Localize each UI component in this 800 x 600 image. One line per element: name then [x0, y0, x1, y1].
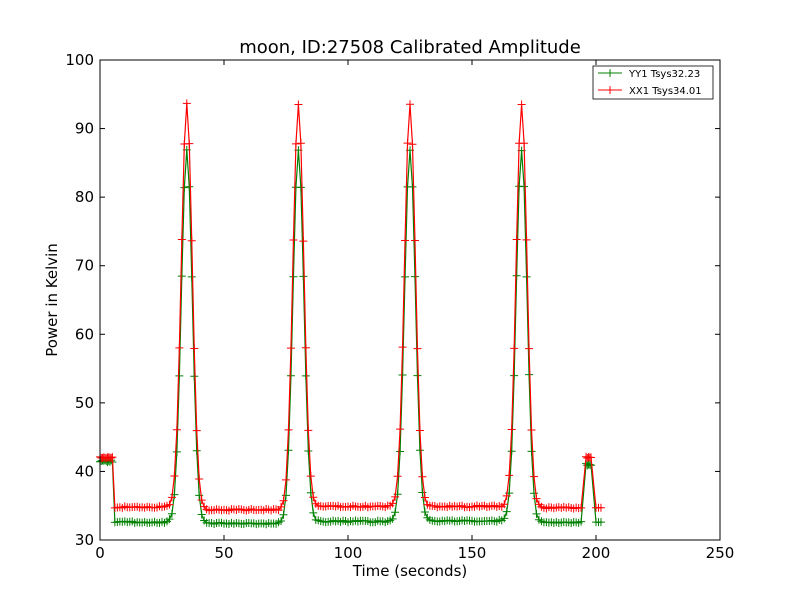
legend-marker-yy1: +: [605, 66, 615, 80]
y-tick-label: 70: [75, 257, 94, 275]
y-axis-label: Power in Kelvin: [43, 243, 61, 357]
legend: + YY1 Tsys32.23 + XX1 Tsys34.01: [593, 66, 713, 99]
legend-marker-xx1: +: [605, 83, 615, 97]
x-axis-label: Time (seconds): [352, 562, 468, 580]
y-tick-label: 100: [65, 51, 94, 69]
chart: 0 50 100 150 200 250 30 40 50 60 70 80 90 100 moon, I…: [0, 0, 800, 600]
y-tick-label: 80: [75, 188, 94, 206]
x-tick-label: 50: [214, 544, 233, 562]
chart-title: moon, ID:27508 Calibrated Amplitude: [239, 37, 581, 58]
x-tick-label: 0: [95, 544, 105, 562]
legend-label-xx1: XX1 Tsys34.01: [629, 86, 702, 97]
y-tick-label: 90: [75, 120, 94, 138]
y-tick-label: 40: [75, 462, 94, 480]
x-tick-label: 150: [458, 544, 487, 562]
x-tick-label: 200: [582, 544, 611, 562]
x-tick-label: 100: [334, 544, 363, 562]
legend-label-yy1: YY1 Tsys32.23: [628, 69, 700, 80]
y-tick-label: 50: [75, 394, 94, 412]
y-tick-label: 60: [75, 325, 94, 343]
y-tick-label: 30: [75, 531, 94, 549]
x-tick-label: 250: [706, 544, 735, 562]
